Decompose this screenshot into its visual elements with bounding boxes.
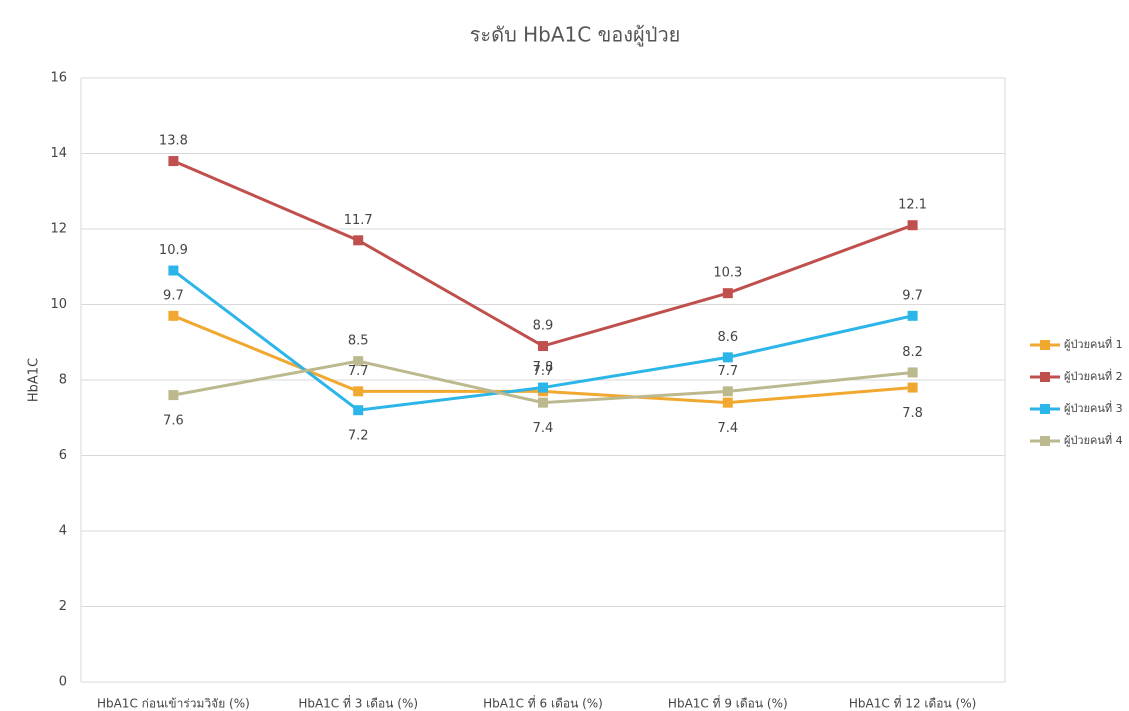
data-label: 9.7 (163, 288, 184, 303)
data-point (538, 341, 548, 352)
data-label: 7.4 (717, 421, 738, 436)
data-point (907, 367, 918, 378)
y-tick-label: 16 (50, 71, 67, 86)
x-tick-label: HbA1C ที่ 12 เดือน (%) (849, 695, 976, 711)
data-label: 7.7 (533, 364, 554, 379)
data-point (722, 386, 733, 397)
y-tick-label: 0 (59, 675, 67, 690)
y-tick-label: 2 (59, 599, 67, 614)
legend-swatch (1040, 340, 1050, 350)
x-tick-label: HbA1C ที่ 3 เดือน (%) (298, 695, 418, 711)
data-point (168, 156, 179, 167)
data-point (907, 382, 918, 393)
legend-label: ผู้ป่วยคนที่ 3 (1064, 400, 1123, 415)
legend-swatch (1040, 404, 1050, 414)
data-label: 8.6 (717, 330, 738, 345)
data-point (353, 386, 364, 397)
chart-title: ระดับ HbA1C ของผู้ป่วย (470, 23, 681, 48)
legend-swatch (1040, 436, 1050, 446)
y-tick-label: 10 (50, 297, 67, 312)
data-point (722, 288, 733, 299)
data-point (907, 220, 918, 231)
y-tick-label: 4 (59, 524, 67, 539)
data-label: 8.5 (348, 334, 369, 349)
data-label: 12.1 (898, 198, 927, 213)
data-label: 7.7 (717, 364, 738, 379)
data-label: 7.8 (902, 406, 923, 421)
legend-label: ผู้ป่วยคนที่ 4 (1064, 432, 1123, 447)
data-label: 8.9 (533, 319, 554, 334)
data-point (168, 310, 179, 321)
data-label: 7.2 (348, 429, 369, 444)
data-label: 13.8 (159, 134, 188, 149)
x-tick-label: HbA1C ก่อนเข้าร่วมวิจัย (%) (97, 697, 250, 711)
data-label: 7.4 (533, 421, 554, 436)
data-label: 7.6 (163, 414, 184, 429)
data-point (168, 390, 179, 401)
x-tick-label: HbA1C ที่ 6 เดือน (%) (483, 695, 603, 711)
data-point (168, 265, 179, 276)
data-point (353, 405, 364, 416)
data-point (538, 397, 548, 408)
y-tick-label: 6 (59, 448, 67, 463)
data-point (722, 352, 733, 363)
data-label: 8.2 (902, 345, 923, 360)
data-point (538, 382, 548, 393)
x-tick-label: HbA1C ที่ 9 เดือน (%) (668, 695, 788, 711)
data-point (907, 310, 918, 321)
legend-label: ผู้ป่วยคนที่ 2 (1064, 368, 1123, 383)
y-tick-label: 8 (59, 373, 67, 388)
legend-label: ผู้ป่วยคนที่ 1 (1064, 336, 1123, 351)
data-label: 10.9 (159, 243, 188, 258)
data-point (353, 235, 364, 246)
data-label: 10.3 (713, 266, 742, 281)
y-tick-label: 12 (50, 222, 67, 237)
data-label: 7.8 (533, 360, 554, 375)
data-point (722, 397, 733, 408)
data-point (353, 356, 364, 367)
data-label: 11.7 (344, 213, 373, 228)
data-label: 7.7 (348, 364, 369, 379)
legend-swatch (1040, 372, 1050, 382)
y-axis-label: HbA1C (27, 358, 42, 402)
y-tick-label: 14 (50, 146, 67, 161)
data-label: 9.7 (902, 288, 923, 303)
